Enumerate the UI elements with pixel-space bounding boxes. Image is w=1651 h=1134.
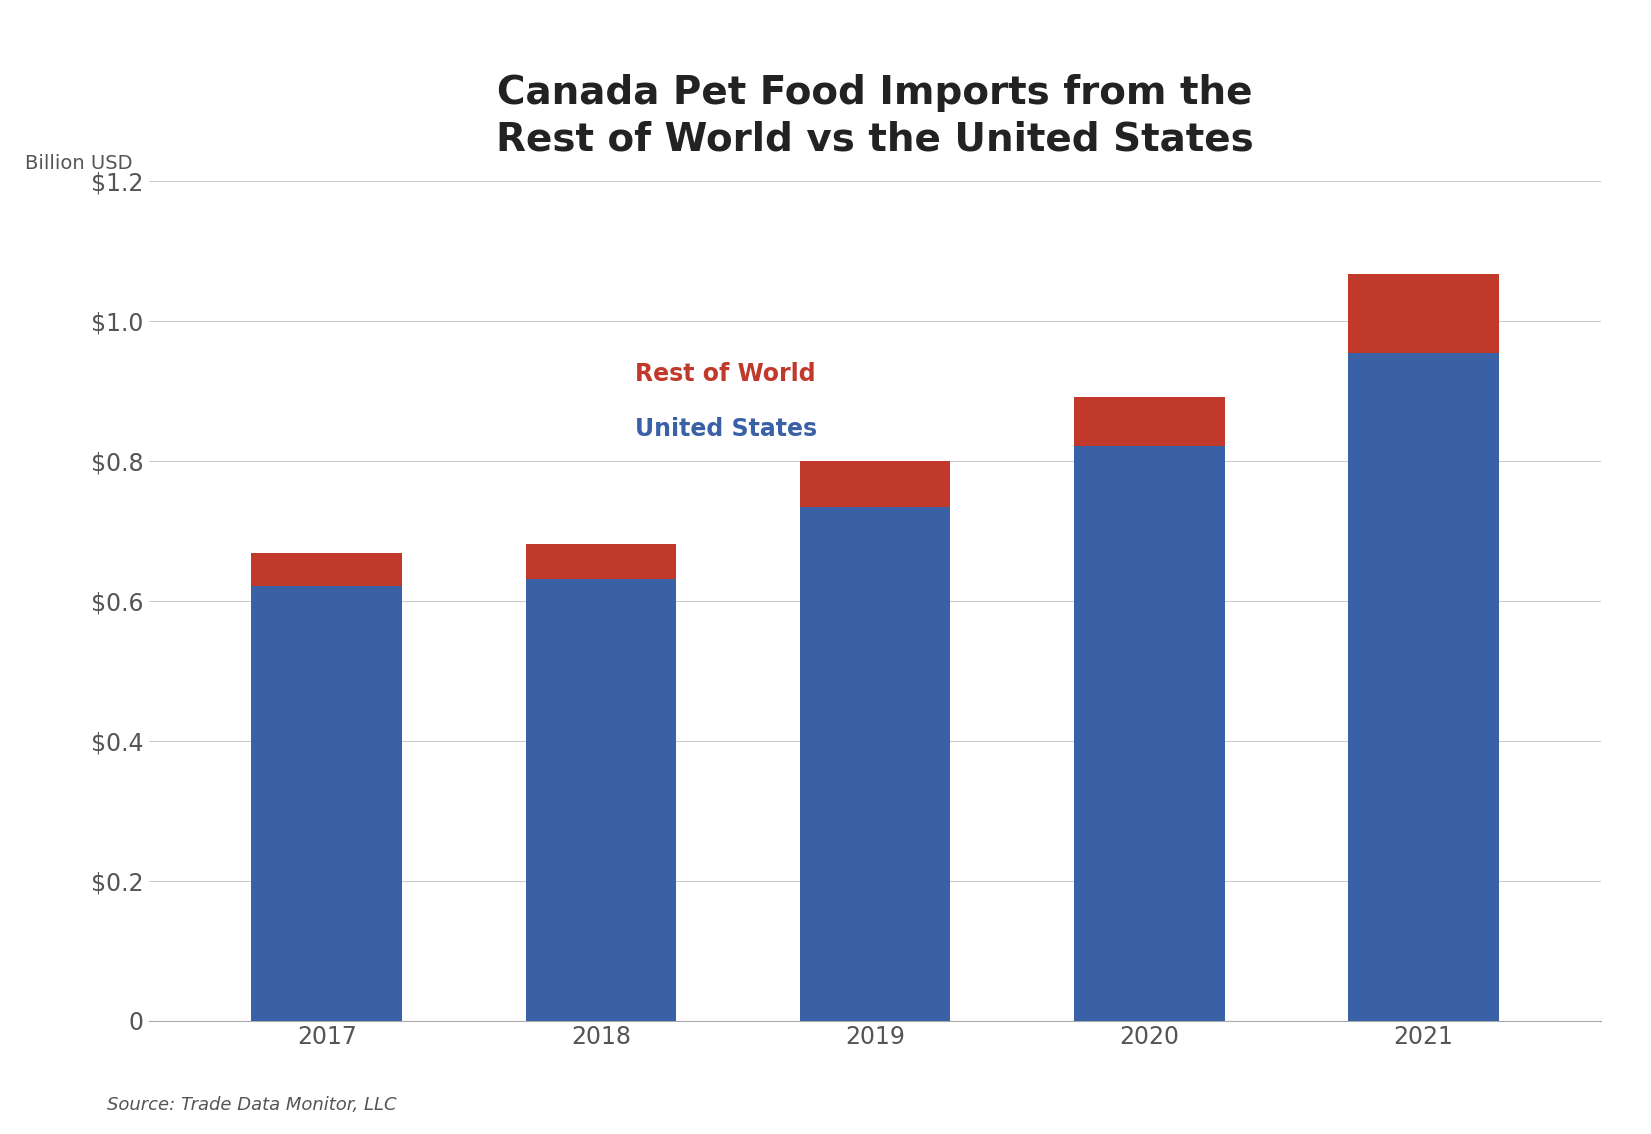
Bar (525, 578, 677, 1021)
Bar (799, 507, 951, 1021)
Bar (525, 543, 677, 578)
Bar (1347, 274, 1499, 353)
Bar (251, 553, 403, 586)
Text: Source: Trade Data Monitor, LLC: Source: Trade Data Monitor, LLC (107, 1095, 396, 1114)
Text: United States: United States (636, 417, 817, 441)
Bar (1073, 446, 1225, 1021)
Bar (1073, 397, 1225, 446)
Bar (799, 462, 951, 507)
Text: Rest of World: Rest of World (636, 363, 816, 387)
Bar (251, 586, 403, 1021)
Bar (1347, 353, 1499, 1021)
Title: Canada Pet Food Imports from the
Rest of World vs the United States: Canada Pet Food Imports from the Rest of… (497, 74, 1253, 159)
Text: Billion USD: Billion USD (25, 154, 132, 174)
